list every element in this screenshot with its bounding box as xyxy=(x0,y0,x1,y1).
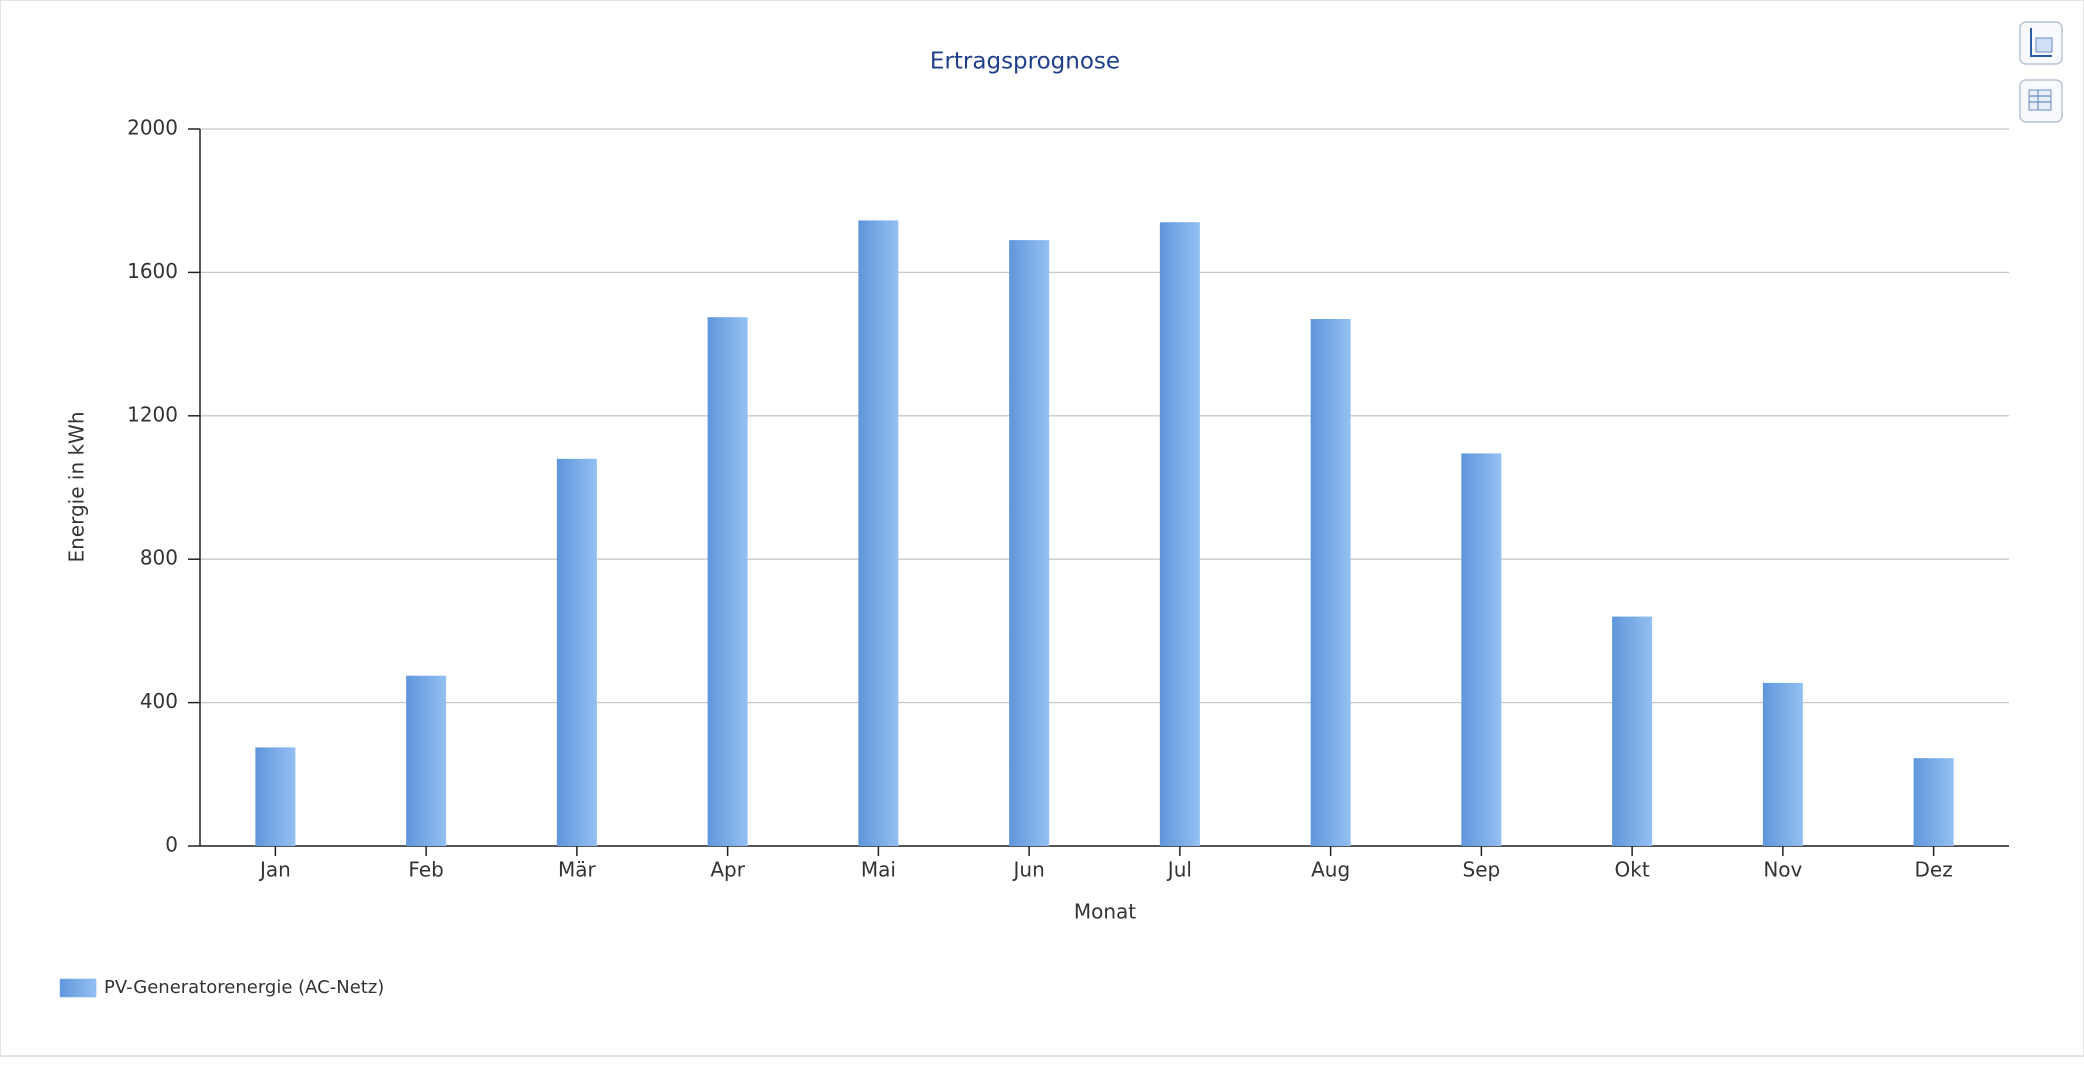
x-tick-label: Mär xyxy=(558,858,597,882)
bar xyxy=(1612,616,1653,846)
bar xyxy=(556,458,597,846)
bar xyxy=(255,747,296,846)
x-axis-label: Monat xyxy=(1074,900,1136,924)
y-tick-label: 1600 xyxy=(127,259,178,283)
y-tick-label: 400 xyxy=(140,689,178,713)
y-tick-label: 1200 xyxy=(127,402,178,426)
y-axis-label: Energie in kWh xyxy=(65,411,89,562)
x-tick-label: Feb xyxy=(408,858,443,882)
y-tick-label: 800 xyxy=(140,546,178,570)
axis-icon xyxy=(2030,28,2052,57)
bar xyxy=(406,675,447,846)
axis-icon-box xyxy=(2035,37,2053,53)
bar xyxy=(1913,758,1954,846)
bar xyxy=(1762,682,1803,846)
bar xyxy=(1009,240,1050,846)
legend-swatch xyxy=(59,978,97,998)
x-tick-label: Sep xyxy=(1463,858,1501,882)
table-icon xyxy=(2028,89,2052,111)
x-tick-label: Nov xyxy=(1763,858,1802,882)
bar xyxy=(1461,453,1502,846)
x-tick-label: Dez xyxy=(1915,858,1953,882)
bar xyxy=(1159,222,1200,846)
x-tick-label: Apr xyxy=(710,858,745,882)
x-tick-label: Aug xyxy=(1311,858,1350,882)
toolbar xyxy=(2019,21,2063,123)
x-tick-label: Okt xyxy=(1615,858,1650,882)
x-tick-label: Mai xyxy=(861,858,896,882)
x-tick-label: Jan xyxy=(258,858,291,882)
x-tick-label: Jun xyxy=(1012,858,1045,882)
bar xyxy=(707,317,748,846)
table-icon-lines xyxy=(2029,90,2051,110)
legend-label: PV-Generatorenergie (AC-Netz) xyxy=(104,977,384,998)
y-tick-label: 2000 xyxy=(127,116,178,140)
bar xyxy=(1310,319,1351,846)
x-tick-label: Jul xyxy=(1166,858,1192,882)
y-tick-label: 0 xyxy=(165,833,178,857)
chart-title: Ertragsprognose xyxy=(930,49,1120,75)
bar xyxy=(858,220,899,847)
